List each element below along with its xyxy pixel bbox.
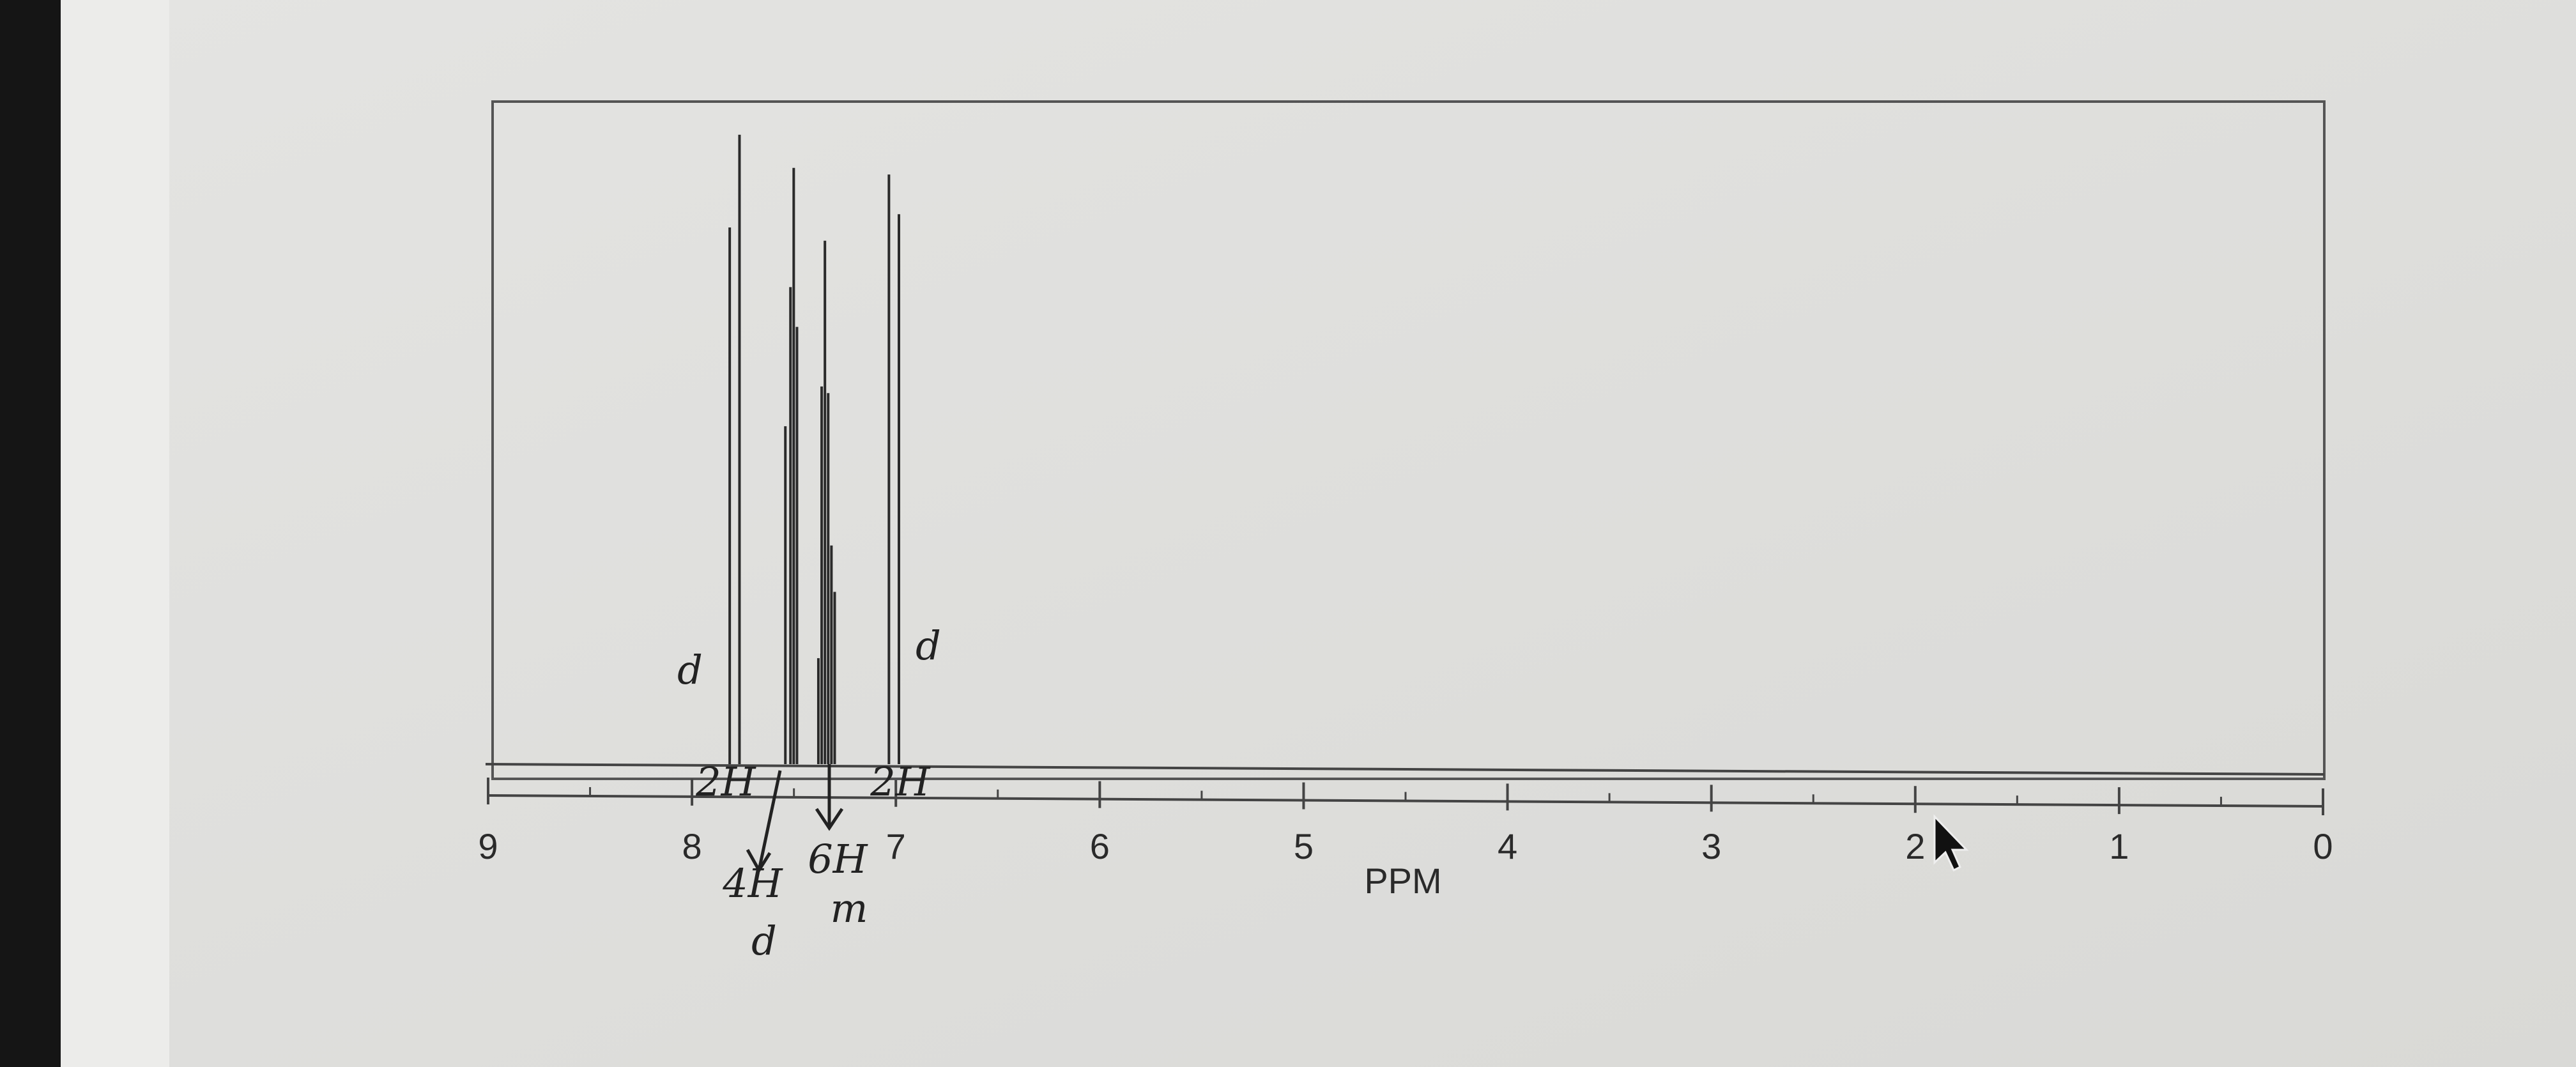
handwritten-note: 4H <box>722 860 783 907</box>
baseline <box>485 763 2325 776</box>
x-tick-label: 9 <box>478 826 498 866</box>
x-tick-label: 7 <box>886 826 906 866</box>
handwritten-note: d <box>677 647 703 693</box>
handwritten-note: 2H <box>870 758 931 805</box>
arrow-4h-head <box>746 848 772 873</box>
handwritten-note: m <box>831 885 868 932</box>
x-tick-label: 2 <box>1905 826 1925 866</box>
x-tick-label: 8 <box>682 826 702 866</box>
bezel <box>0 0 61 1067</box>
screen-margin <box>61 0 169 1067</box>
plot-frame <box>491 100 2326 780</box>
x-axis-label: PPM <box>1364 861 1441 901</box>
x-tick-label: 0 <box>2313 826 2333 866</box>
x-tick-label: 1 <box>2109 826 2129 866</box>
x-tick-label: 3 <box>1701 826 1721 866</box>
x-tick-label: 5 <box>1294 826 1314 866</box>
handwritten-note: d <box>916 622 941 669</box>
arrow-4h <box>757 770 782 871</box>
handwritten-note: 6H <box>808 836 868 882</box>
handwritten-note: 2H <box>695 758 756 805</box>
handwritten-note: d <box>751 917 777 964</box>
mouse-cursor <box>1933 814 1969 872</box>
arrow-6h-head <box>815 808 844 831</box>
x-tick-label: 6 <box>1090 826 1110 866</box>
x-tick-label: 4 <box>1498 826 1517 866</box>
